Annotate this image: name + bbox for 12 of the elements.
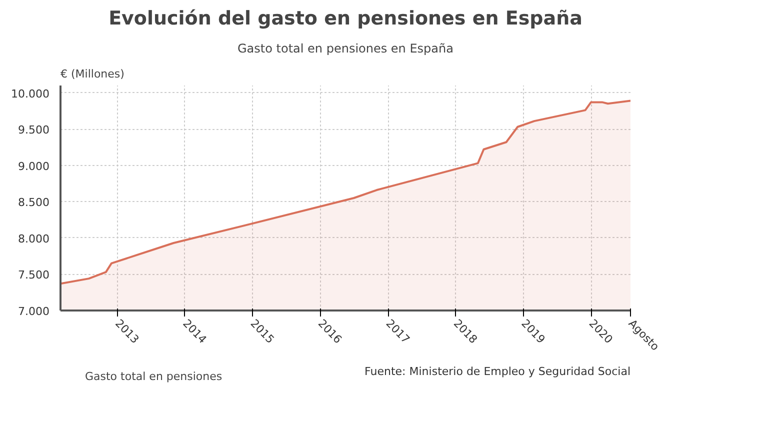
chart-subtitle: Gasto total en pensiones en España bbox=[238, 42, 454, 56]
source-note: Fuente: Ministerio de Empleo y Seguridad Social bbox=[364, 365, 631, 378]
y-tick-label: 8.000 bbox=[18, 232, 50, 246]
y-tick-label: 7.500 bbox=[18, 268, 50, 282]
text: Gasto total en pensiones bbox=[85, 370, 222, 383]
y-tick-label: 7.000 bbox=[18, 305, 50, 318]
y-tick-label: 9.500 bbox=[18, 124, 50, 137]
y-tick-label: 9.000 bbox=[18, 160, 50, 173]
y-tick-label: 8.500 bbox=[18, 196, 50, 210]
y-axis-title: € (Millones) bbox=[60, 68, 124, 80]
y-tick-label: 10.000 bbox=[11, 87, 50, 100]
chart-title: Evolución del gasto en pensiones en España bbox=[108, 8, 582, 30]
